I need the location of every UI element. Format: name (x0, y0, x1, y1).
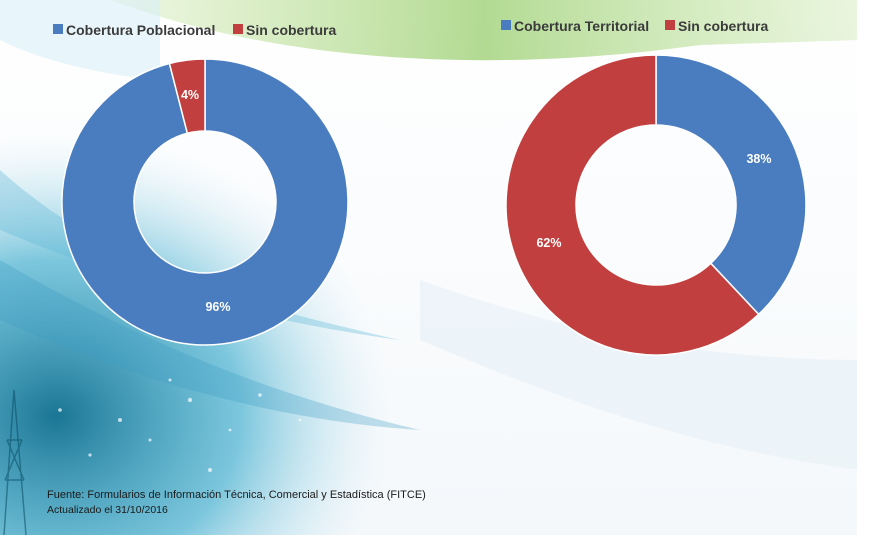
slice-cobertura-poblacional (61, 58, 349, 346)
legend-swatch (501, 20, 511, 30)
legend-swatch (233, 24, 243, 34)
slice-value-label: 96% (205, 300, 230, 314)
legend-label: Sin cobertura (678, 18, 768, 34)
legend-label: Cobertura Poblacional (66, 22, 215, 38)
updated-footnote: Actualizado el 31/10/2016 (47, 504, 168, 516)
legend-swatch (665, 20, 675, 30)
legend-label: Cobertura Territorial (514, 18, 649, 34)
slice-sin-cobertura (168, 58, 206, 135)
slice-cobertura-territorial (655, 54, 807, 316)
source-footnote: Fuente: Formularios de Información Técni… (47, 489, 426, 501)
slice-value-label: 4% (181, 88, 199, 102)
slice-value-label: 38% (746, 152, 771, 166)
slice-value-label: 62% (536, 236, 561, 250)
legend-label: Sin cobertura (246, 22, 336, 38)
legend-swatch (53, 24, 63, 34)
slice-sin-cobertura (505, 54, 760, 356)
